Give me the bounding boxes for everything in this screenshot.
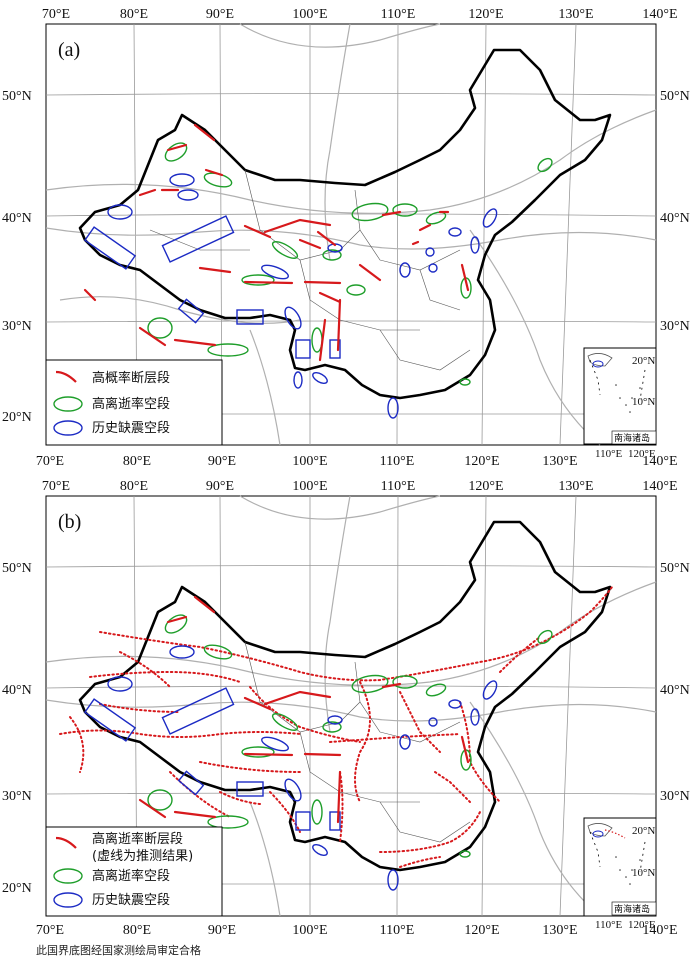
lon-tick: 90°E bbox=[206, 479, 234, 494]
lat-tick: 20°N bbox=[2, 410, 32, 425]
lat-tick: 50°N bbox=[660, 89, 690, 104]
legend: 高概率断层段 高离逝率空段 历史缺震空段 bbox=[45, 359, 223, 446]
legend-fault-swatch bbox=[55, 370, 77, 383]
lat-tick: 50°N bbox=[2, 89, 32, 104]
lon-tick: 100°E bbox=[292, 454, 327, 469]
lon-tick: 130°E bbox=[542, 923, 577, 938]
legend-green-swatch bbox=[53, 868, 83, 884]
lat-ticks-right: 50°N 40°N 30°N bbox=[660, 561, 690, 804]
fault-segments bbox=[138, 595, 470, 824]
legend-item: 高离逝率空段 bbox=[92, 868, 170, 884]
lat-ticks-right: 50°N 40°N 30°N bbox=[660, 89, 690, 334]
lon-tick: 70°E bbox=[42, 7, 70, 22]
lon-tick: 80°E bbox=[123, 454, 151, 469]
panel-label: (b) bbox=[58, 511, 81, 533]
fault-segments bbox=[83, 123, 470, 362]
lon-ticks-top: 70°E 80°E 90°E 100°E 110°E 120°E 130°E 1… bbox=[42, 7, 678, 22]
legend-blue-swatch bbox=[53, 892, 83, 908]
lat-tick: 30°N bbox=[2, 319, 32, 334]
plate-boundaries bbox=[45, 495, 657, 917]
blue-ellipses bbox=[83, 645, 498, 891]
legend-item: 高离逝率空段 bbox=[92, 396, 170, 412]
inset-lat-tick: 10°N bbox=[632, 396, 655, 408]
map-approval-note: 此国界底图经国家测绘局审定合格 bbox=[36, 944, 201, 957]
inset-lon-tick: 120°E bbox=[628, 448, 656, 460]
lon-ticks-bottom: 70°E 80°E 90°E 100°E 110°E 120°E 130°E 1… bbox=[36, 923, 678, 938]
lon-tick: 140°E bbox=[642, 454, 677, 469]
lon-tick: 100°E bbox=[292, 923, 327, 938]
graticule bbox=[45, 495, 657, 917]
lat-tick: 30°N bbox=[660, 789, 690, 804]
green-ellipses bbox=[147, 142, 553, 386]
lon-tick: 130°E bbox=[558, 7, 593, 22]
province-lines bbox=[149, 169, 471, 371]
lat-tick: 20°N bbox=[2, 881, 32, 896]
south-china-sea-inset: 20°N 10°N 南海诸岛 110°E 120°E bbox=[583, 817, 657, 931]
lon-tick: 70°E bbox=[42, 479, 70, 494]
lon-tick: 110°E bbox=[381, 7, 416, 22]
lon-tick: 120°E bbox=[468, 7, 503, 22]
blue-ellipses bbox=[83, 173, 498, 419]
lat-tick: 30°N bbox=[2, 789, 32, 804]
lon-tick: 120°E bbox=[464, 923, 499, 938]
green-ellipses bbox=[147, 614, 553, 858]
lat-tick: 40°N bbox=[660, 683, 690, 698]
lon-tick: 110°E bbox=[381, 479, 416, 494]
lon-tick: 70°E bbox=[36, 923, 64, 938]
legend-fault-swatch bbox=[55, 836, 77, 849]
lon-tick: 120°E bbox=[468, 479, 503, 494]
legend-green-swatch bbox=[53, 396, 83, 412]
lon-ticks-bottom: 70°E 80°E 90°E 100°E 110°E 120°E 130°E 1… bbox=[36, 454, 678, 469]
legend-item: 高离逝率断层段 bbox=[92, 831, 183, 847]
lon-tick: 140°E bbox=[642, 479, 677, 494]
legend: 高离逝率断层段 (虚线为推测结果) 高离逝率空段 历史缺震空段 bbox=[45, 826, 223, 917]
china-border bbox=[78, 520, 612, 872]
map-panel-a: 70°E 80°E 90°E 100°E 110°E 120°E 130°E 1… bbox=[2, 7, 690, 469]
south-china-sea-inset: 20°N 10°N 南海诸岛 110°E 120°E bbox=[583, 347, 657, 460]
lon-tick: 120°E bbox=[464, 454, 499, 469]
lat-tick: 40°N bbox=[2, 683, 32, 698]
lon-tick: 140°E bbox=[642, 7, 677, 22]
inferred-fault-segments bbox=[59, 586, 613, 868]
lon-tick: 140°E bbox=[642, 923, 677, 938]
china-border bbox=[78, 48, 612, 400]
legend-item: (虚线为推测结果) bbox=[92, 849, 193, 864]
lat-ticks-left: 50°N 40°N 30°N 20°N bbox=[2, 561, 32, 896]
lon-tick: 100°E bbox=[292, 479, 327, 494]
lon-tick: 130°E bbox=[542, 454, 577, 469]
lat-tick: 50°N bbox=[2, 561, 32, 576]
lon-tick: 80°E bbox=[123, 923, 151, 938]
legend-item: 历史缺震空段 bbox=[92, 893, 170, 908]
lon-ticks-top: 70°E 80°E 90°E 100°E 110°E 120°E 130°E 1… bbox=[42, 479, 678, 494]
lon-tick: 90°E bbox=[206, 7, 234, 22]
lon-tick: 90°E bbox=[208, 923, 236, 938]
lon-tick: 90°E bbox=[208, 454, 236, 469]
lon-tick: 130°E bbox=[558, 479, 593, 494]
lon-tick: 80°E bbox=[120, 7, 148, 22]
panel-label: (a) bbox=[58, 39, 80, 61]
graticule bbox=[45, 23, 657, 446]
legend-item: 历史缺震空段 bbox=[92, 421, 170, 436]
lat-ticks-left: 50°N 40°N 30°N 20°N bbox=[2, 89, 32, 425]
legend-item: 高概率断层段 bbox=[92, 370, 170, 386]
lon-tick: 70°E bbox=[36, 454, 64, 469]
inset-label: 南海诸岛 bbox=[614, 432, 650, 444]
lat-tick: 40°N bbox=[660, 211, 690, 226]
inset-lat-tick: 20°N bbox=[632, 825, 655, 837]
inset-lat-tick: 20°N bbox=[632, 355, 655, 367]
inset-label: 南海诸岛 bbox=[614, 903, 650, 915]
legend-blue-swatch bbox=[53, 420, 83, 436]
lat-tick: 40°N bbox=[2, 211, 32, 226]
inset-lon-tick: 120°E bbox=[628, 919, 656, 931]
inset-lon-tick: 110°E bbox=[595, 919, 622, 931]
lat-tick: 50°N bbox=[660, 561, 690, 576]
lon-tick: 110°E bbox=[380, 923, 415, 938]
map-panel-b: 70°E 80°E 90°E 100°E 110°E 120°E 130°E 1… bbox=[2, 479, 690, 938]
lon-tick: 100°E bbox=[292, 7, 327, 22]
lon-tick: 80°E bbox=[120, 479, 148, 494]
inset-lon-tick: 110°E bbox=[595, 448, 622, 460]
inset-lat-tick: 10°N bbox=[632, 867, 655, 879]
lon-tick: 110°E bbox=[380, 454, 415, 469]
lat-tick: 30°N bbox=[660, 319, 690, 334]
